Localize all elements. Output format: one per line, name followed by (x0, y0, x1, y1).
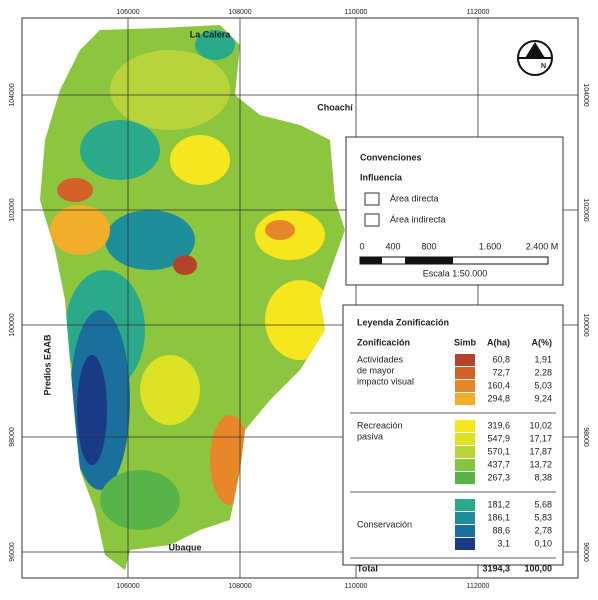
area-ha: 437,7 (487, 459, 510, 469)
symbol-swatch (455, 433, 475, 445)
x-axis-label: 106000 (116, 9, 139, 16)
symbol-swatch (455, 499, 475, 511)
x-axis-label: 108000 (228, 583, 251, 590)
zoning-legend: Leyenda Zonificación Zonificación Simb A(h… (342, 304, 564, 573)
scale-tick: 1.600 (479, 241, 502, 251)
group-label: Recreación (357, 420, 403, 430)
area-pct: 9,24 (534, 393, 552, 403)
legend-item: Área indirecta (390, 214, 446, 224)
y-axis-label: 98000 (582, 427, 589, 447)
scale-tick: 800 (421, 241, 436, 251)
area-ha: 267,3 (487, 472, 510, 482)
area-pct: 13,72 (529, 459, 552, 469)
symbol-swatch (455, 393, 475, 405)
x-axis-label: 110000 (345, 583, 368, 590)
symbol-swatch (455, 472, 475, 484)
area-ha: 60,8 (492, 354, 510, 364)
area-pct: 17,87 (529, 446, 552, 456)
area-pct: 0,10 (534, 538, 552, 548)
group-label: Actividades (357, 354, 404, 364)
symbol-swatch (455, 420, 475, 432)
y-axis-label: 96000 (9, 542, 16, 562)
conventions-subtitle: Influencia (360, 172, 403, 182)
column-header: A(%) (532, 337, 553, 347)
x-axis-label: 108000 (228, 9, 251, 16)
x-axis-label: 110000 (345, 9, 368, 16)
scale-tick: 400 (385, 241, 400, 251)
y-axis-label: 98000 (9, 427, 16, 447)
total-label: Total (357, 563, 378, 573)
group-label: impacto visual (357, 376, 414, 386)
legend-title: Leyenda Zonificación (357, 317, 449, 327)
area-ha: 3,1 (497, 538, 510, 548)
area-ha: 294,8 (487, 393, 510, 403)
total-ha: 3194,3 (482, 563, 510, 573)
y-axis-label: 102000 (9, 198, 16, 221)
place-label: Predios EAAB (42, 334, 52, 396)
area-ha: 88,6 (492, 525, 510, 535)
area-ha: 186,1 (487, 512, 510, 522)
conventions-title: Convenciones (360, 152, 422, 162)
area-pct: 2,78 (534, 525, 552, 535)
area-ha: 72,7 (492, 367, 510, 377)
north-arrow: N (517, 40, 553, 76)
column-header: A(ha) (487, 337, 510, 347)
place-label: Ubaque (168, 542, 201, 552)
symbol-swatch (455, 538, 475, 550)
scale-caption: Escala 1:50.000 (423, 268, 488, 278)
area-ha: 319,6 (487, 420, 510, 430)
area-pct: 17,17 (529, 433, 552, 443)
x-axis-label: 106000 (116, 583, 139, 590)
symbol-swatch (455, 446, 475, 458)
column-header: Zonificación (357, 337, 410, 347)
column-header: Simb (454, 337, 477, 347)
symbol-swatch (455, 367, 475, 379)
area-pct: 2,28 (534, 367, 552, 377)
area-pct: 10,02 (529, 420, 552, 430)
area-pct: 5,68 (534, 499, 552, 509)
north-label: N (541, 63, 546, 70)
scale-tick: 2.400 M (526, 241, 559, 251)
area-pct: 8,38 (534, 472, 552, 482)
area-ha: 570,1 (487, 446, 510, 456)
y-axis-label: 100000 (9, 313, 16, 336)
y-axis-label: 102000 (582, 198, 589, 221)
symbol-swatch (455, 525, 475, 537)
place-label: Choachí (317, 102, 353, 112)
symbol-swatch (455, 512, 475, 524)
total-pct: 100,00 (524, 563, 552, 573)
scale-tick: 0 (359, 241, 364, 251)
y-axis-label: 104000 (9, 83, 16, 106)
symbol-swatch (455, 380, 475, 392)
area-ha: 181,2 (487, 499, 510, 509)
area-ha: 160,4 (487, 380, 510, 390)
group-label: pasiva (357, 431, 383, 441)
area-pct: 5,03 (534, 380, 552, 390)
symbol-swatch (455, 354, 475, 366)
x-axis-label: 112000 (467, 583, 490, 590)
x-axis-label: 112000 (467, 9, 490, 16)
legend-item: Área directa (390, 193, 439, 203)
group-label: Conservación (357, 519, 412, 529)
y-axis-label: 96000 (582, 542, 589, 562)
group-label: de mayor (357, 365, 395, 375)
area-ha: 547,9 (487, 433, 510, 443)
area-pct: 5,83 (534, 512, 552, 522)
symbol-swatch (455, 459, 475, 471)
y-axis-label: 104000 (582, 83, 589, 106)
place-label: La Calera (190, 29, 232, 39)
conventions-box: Convenciones Influencia Área directa Áre… (345, 136, 564, 286)
y-axis-label: 100000 (582, 313, 589, 336)
area-pct: 1,91 (534, 354, 552, 364)
